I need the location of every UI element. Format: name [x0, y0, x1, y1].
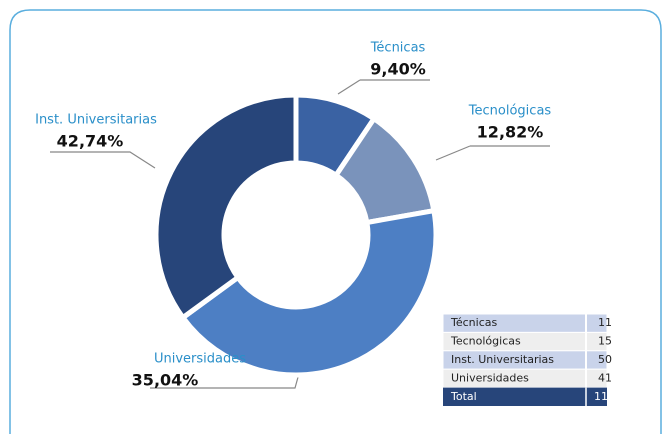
- slice-percent: 42,74%: [57, 132, 124, 151]
- table-cell: 15: [598, 335, 612, 348]
- slice-name: Técnicas: [370, 41, 426, 56]
- table-total-value: 117: [594, 390, 615, 403]
- slice-percent: 35,04%: [132, 371, 199, 390]
- donut-slice: [153, 92, 299, 322]
- frame: [9, 9, 662, 434]
- slice-name: Universidades: [154, 352, 246, 367]
- donut-slice: [179, 207, 439, 378]
- slice-percent: 9,40%: [370, 60, 426, 79]
- table-cell: 11: [598, 316, 612, 329]
- slice-name: Tecnológicas: [468, 104, 552, 119]
- table-cell: 50: [598, 353, 612, 366]
- table-cell: 41: [598, 371, 612, 384]
- table-cell: Técnicas: [450, 316, 497, 329]
- table-cell: Inst. Universitarias: [451, 353, 554, 366]
- slice-name: Inst. Universitarias: [35, 113, 157, 128]
- table-total-label: Total: [450, 390, 477, 403]
- table-cell: Universidades: [451, 371, 529, 384]
- table-total-row: [443, 387, 607, 406]
- slice-percent: 12,82%: [477, 123, 544, 142]
- table-cell: Tecnológicas: [450, 335, 521, 348]
